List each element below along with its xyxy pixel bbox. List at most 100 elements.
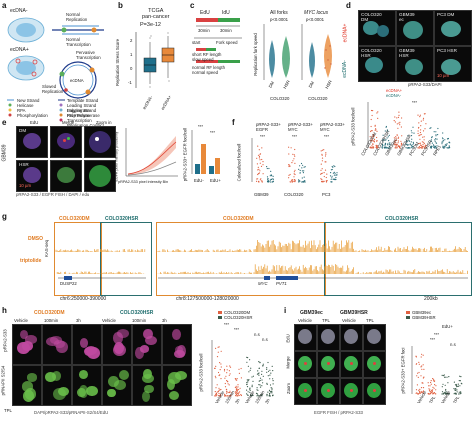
d-scatter-point [421,145,423,147]
h-scatter-point [235,392,237,394]
f-scatter-point [331,177,333,179]
h-image-grid [12,324,192,406]
h-scatter-point [269,374,271,376]
legend-helicase: Helicase [17,103,34,108]
i-scatter-point [453,388,455,390]
d-scatter-point [394,144,396,146]
ecdna-circle-label: ecDNA [70,78,84,83]
h-scatter-point [224,395,226,397]
i-scatter-point [416,393,419,395]
h-scatter-point [235,385,237,387]
d-scatter-point [376,136,378,139]
g-box-dm-left [54,222,102,296]
all-forks-label: All forks [270,10,288,16]
d-scatter-point [371,138,373,140]
replication-schematic [7,17,104,122]
d-scatter-point [418,143,420,145]
h-scatter-point [261,370,263,372]
f-scatter-point [333,178,335,180]
d-scatter-point [375,129,377,131]
panel-d-chart: ecDNA+ ecDNA- *** pRPA2-S33 foci/cell CO… [350,88,474,168]
f-scatter-point [325,181,328,183]
h-scatter-point [251,395,253,397]
f-scatter-point [332,172,334,174]
d-scatter-point [386,147,388,149]
i-image-tile [340,324,363,351]
h-scatter-point [228,370,230,372]
d-scatter-point [410,130,412,132]
f-scatter-point [323,175,325,178]
f-scatter-point [289,173,291,176]
d-scatter-point [436,145,438,147]
f-scatter-point [267,181,269,183]
h-scatter-point [227,395,229,397]
f-scatter-point [268,167,270,170]
f-scatter-point [301,177,303,179]
d-scatter-point [372,147,374,149]
tile-colo320dm: COLO320 DM [358,10,396,46]
d-scatter-point [411,132,413,134]
h-scatter-point [215,377,217,379]
e-tile-hsr-merge [50,160,82,192]
f-scatter-point [272,175,274,177]
i-scatter-point [433,378,435,380]
h-scatter-point [247,379,249,381]
normal-speed-label: normal speed [192,70,219,75]
d-scatter-point [418,135,420,137]
h-scatter-point [236,392,238,394]
d-scatter-point [447,147,449,149]
h-scatter-point [228,395,230,397]
h-image-tile [42,324,72,365]
h-scatter-point [226,380,228,382]
h-scatter-point [240,367,242,370]
i-scatter-point [422,392,424,394]
h-scatter-point [219,362,221,364]
i-scatter-point [419,388,421,390]
h-star2: *** [234,327,240,332]
h-scatter-point [272,383,274,385]
d-scatter-point [398,111,400,113]
f-scatter-point [321,153,323,155]
h-scatter-point [269,378,271,380]
i-scatter-point [431,389,433,391]
f-scatter-point [256,157,258,159]
h-scatter-point [266,393,268,395]
i-scatter-point [427,382,429,384]
h-scatter-point [267,391,269,393]
i-scatter-point [422,354,424,356]
d-scatter-point [437,127,439,130]
nucleus [143,368,152,380]
h-legend-hsr-swatch [218,316,222,319]
h-scatter-point [237,395,239,397]
h-scatter-point [268,394,271,396]
violin-myc-hsr [324,34,332,78]
nucleus [58,387,69,397]
d-scatter-point [436,138,438,140]
i-scatter-point [415,392,417,394]
f-scatter-point [329,175,332,177]
myc-locus-label: MYC locus [304,10,329,16]
d-scatter-point [434,139,436,141]
f-scatter-point [291,180,293,182]
f-scatter-point [288,174,290,176]
h-scatter-point [251,386,253,388]
f-scatter-point [324,155,327,157]
h-scatter-point [257,389,259,391]
d-scatter-point [395,145,397,147]
h-scatter-point [257,394,259,396]
h-scatter-point [266,368,268,370]
f-scatter-point [322,181,324,183]
violin-myc-dm [309,42,315,78]
i-scatter-point [435,385,437,387]
f-scatter-point [299,172,301,174]
h-scatter-point [224,393,226,395]
f-scatter-point [333,171,335,173]
ytick-0: 0 [130,66,133,71]
h-scatter-point [246,383,248,386]
d-scatter-point [417,147,419,149]
i-scatter-point [430,383,432,385]
i-col-2: TPL [322,318,330,323]
i-scatter-point [433,379,435,381]
f-scatter-point [321,168,323,170]
h-scatter-point [269,395,271,397]
